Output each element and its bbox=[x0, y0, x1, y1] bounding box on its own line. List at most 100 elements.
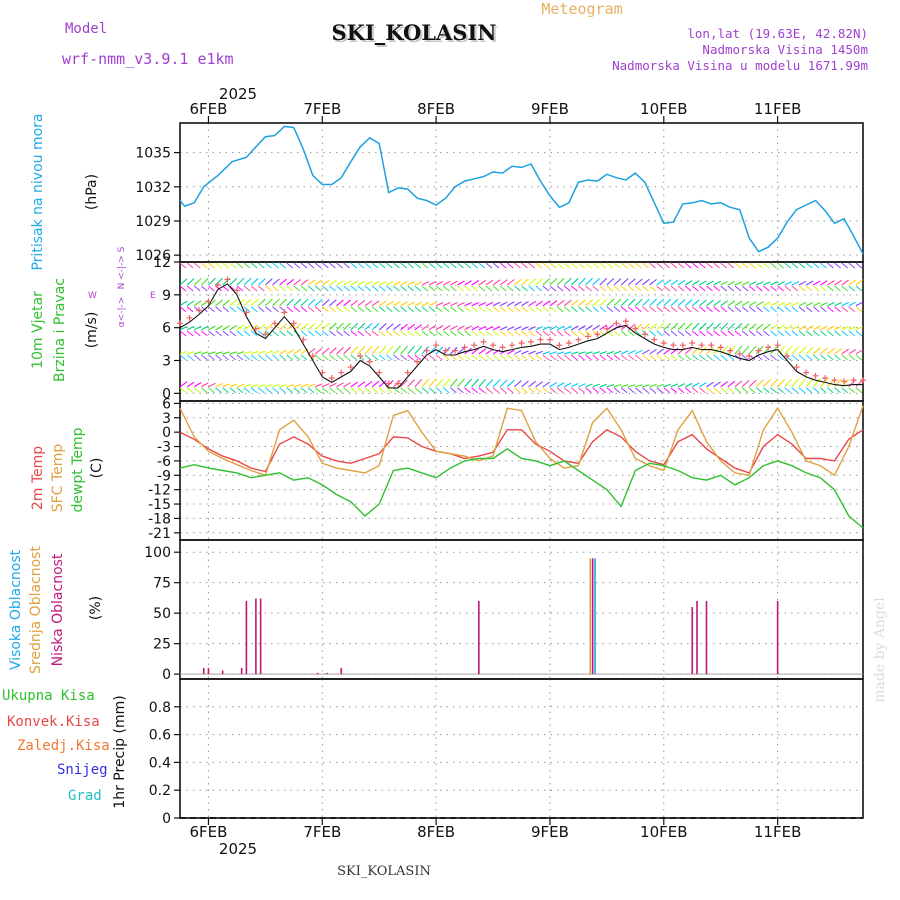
wind-barb bbox=[706, 354, 713, 361]
wind-barb bbox=[649, 262, 656, 269]
wind-barb bbox=[357, 300, 366, 307]
wind-barb bbox=[606, 278, 615, 286]
wind-speed-marker bbox=[831, 377, 838, 384]
wind-barb bbox=[386, 387, 393, 394]
wind-barb bbox=[777, 378, 786, 388]
wind-barb bbox=[578, 354, 585, 361]
wind-barb bbox=[478, 279, 487, 286]
wind-barb bbox=[336, 322, 344, 331]
wind-barb bbox=[684, 322, 693, 331]
wind-barb bbox=[201, 285, 208, 292]
wind-barb bbox=[684, 280, 693, 286]
precip-ytick-label: 0.4 bbox=[149, 755, 171, 771]
wind-barb bbox=[201, 330, 208, 337]
wind-barb bbox=[435, 346, 444, 355]
wind-barb bbox=[642, 330, 649, 337]
wind-barb bbox=[791, 354, 799, 361]
wind-barb bbox=[186, 330, 194, 337]
wind-barb bbox=[180, 354, 187, 361]
wind-barb bbox=[378, 323, 387, 331]
wind-barb bbox=[663, 348, 672, 355]
wind-barb bbox=[435, 306, 443, 313]
wind-barb bbox=[578, 262, 580, 263]
wind-barb bbox=[656, 285, 663, 292]
cloud-bar bbox=[316, 672, 319, 675]
wind-barb bbox=[386, 281, 394, 286]
wind-barb bbox=[521, 354, 528, 361]
wind-barb bbox=[193, 330, 201, 337]
wind-barb bbox=[649, 387, 656, 394]
precip-ytick-label: 0 bbox=[162, 811, 171, 827]
wind-barb bbox=[627, 330, 635, 337]
temperature-ytick-label: -3 bbox=[157, 440, 171, 456]
wind-barb bbox=[186, 300, 195, 307]
wind-barb bbox=[492, 354, 500, 361]
wind-barb bbox=[400, 306, 407, 313]
wind-speed-marker bbox=[546, 336, 553, 343]
wind-barb bbox=[222, 285, 229, 292]
wind-barb bbox=[478, 301, 487, 307]
wind-barb bbox=[457, 280, 465, 286]
wind-barb bbox=[208, 262, 215, 269]
wind-barb bbox=[748, 301, 757, 307]
wind-barb bbox=[791, 280, 800, 286]
wind-barb bbox=[521, 387, 528, 394]
pressure-label: Pritisak na nivou mora bbox=[30, 113, 46, 270]
wind-barb bbox=[450, 262, 457, 269]
wind-barb bbox=[186, 278, 195, 286]
precip-label-3: Zaledj.Kisa bbox=[17, 738, 110, 754]
wind-barb bbox=[492, 301, 501, 307]
wind-barb bbox=[706, 381, 714, 388]
wind-speed-marker bbox=[632, 325, 639, 332]
watermark: made by Angel bbox=[872, 597, 888, 703]
wind-barb bbox=[442, 354, 450, 361]
wind-barb bbox=[755, 323, 764, 331]
wind-barb bbox=[485, 306, 493, 313]
wind-barb bbox=[613, 278, 622, 286]
wind-barb bbox=[677, 322, 686, 331]
wind-speed-marker bbox=[328, 375, 335, 382]
wind-barb bbox=[236, 262, 244, 269]
wind-barb bbox=[542, 278, 551, 286]
wind-speed-marker bbox=[708, 342, 715, 349]
wind-barb bbox=[471, 262, 473, 263]
wind-barb bbox=[457, 387, 464, 394]
wind-barb bbox=[784, 346, 793, 355]
wind-barb bbox=[791, 387, 799, 394]
cloud-bar bbox=[589, 558, 592, 675]
wind-barb bbox=[499, 326, 508, 331]
xtick-label-top: 8FEB bbox=[417, 100, 455, 118]
wind-barb bbox=[265, 285, 272, 292]
wind-barb bbox=[371, 380, 380, 388]
wind-barb bbox=[478, 330, 486, 337]
wind-barb bbox=[371, 262, 379, 269]
wind-speed-marker bbox=[755, 347, 762, 354]
wind-barb bbox=[514, 278, 522, 286]
wind-barb bbox=[620, 387, 628, 394]
wind-barb bbox=[428, 301, 437, 307]
wind-barb bbox=[798, 330, 806, 337]
wind-barb bbox=[485, 285, 493, 292]
wind-speed-marker bbox=[679, 342, 686, 349]
wind-barb bbox=[521, 306, 528, 313]
cloud-ytick-label: 50 bbox=[153, 606, 171, 622]
wind-speed-marker bbox=[565, 339, 572, 346]
wind-barb bbox=[691, 262, 699, 269]
wind-barb bbox=[243, 383, 252, 388]
wind-speed-marker bbox=[281, 309, 288, 316]
wind-barb bbox=[691, 280, 700, 286]
wind-barb bbox=[741, 354, 749, 361]
wind-barb bbox=[506, 278, 515, 286]
wind-barb bbox=[322, 387, 329, 394]
wind-barb bbox=[542, 325, 551, 331]
wind-barb bbox=[364, 345, 373, 355]
wind-barb bbox=[585, 387, 592, 394]
wind-barb bbox=[499, 330, 507, 337]
wind-barb bbox=[336, 280, 344, 286]
wind-barb bbox=[478, 262, 480, 263]
cloud-label-2: Srednja Oblacnost bbox=[28, 546, 44, 674]
wind-barb bbox=[606, 354, 614, 361]
elevation-line: Nadmorska Visina 1450m bbox=[702, 42, 868, 57]
